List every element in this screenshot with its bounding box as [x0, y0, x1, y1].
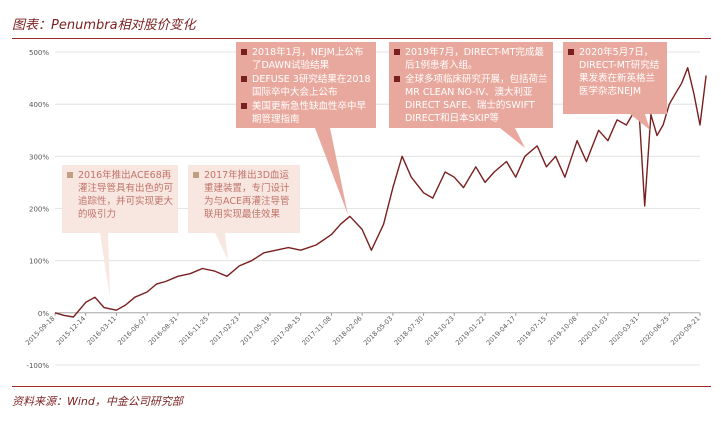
x-tick-label: 2018-05-03: [362, 315, 394, 347]
callout-arrows: [100, 114, 650, 298]
x-tick-label: 2019-07-15: [515, 315, 547, 347]
annotation-2018-item-3: 美国更新急性缺血性卒中早期管理指南: [241, 100, 371, 126]
x-tick-label: 2015-12-14: [55, 315, 87, 347]
y-tick-labels: 500% 400% 300% 200% 100% 0% -100%: [26, 49, 49, 370]
annotation-2019-item-2: 全球多项临床研究开展，包括荷兰MR CLEAN NO-IV、澳大利亚DIRECT…: [394, 73, 548, 125]
x-tick-labels: 2015-09-182015-12-142016-03-112016-06-07…: [24, 312, 701, 347]
source-note: 资料来源：Wind，中金公司研究部: [12, 395, 183, 408]
annotation-2019: 2019年7月，DIRECT-MT完成最后1例患者入组。 全球多项临床研究开展，…: [389, 42, 553, 128]
x-tick-label: 2019-04-17: [485, 315, 517, 347]
annotation-2018-item-2: DEFUSE 3研究结果在2018国际卒中大会上公布: [241, 73, 371, 99]
annotation-2017-item: 2017年推出3D血运重建装置，专门设计为与ACE再灌注导管联用实现最佳效果: [193, 169, 295, 221]
annotation-2017: 2017年推出3D血运重建装置，专门设计为与ACE再灌注导管联用实现最佳效果: [188, 165, 300, 233]
x-tick-label: 2017-02-23: [208, 315, 240, 347]
callout-arrow: [630, 114, 650, 130]
x-tick-label: 2020-03-31: [608, 315, 640, 347]
callout-arrow: [315, 128, 348, 215]
x-tick-label: 2016-11-25: [178, 315, 210, 347]
y-tick-label: 500%: [29, 49, 49, 57]
x-tick-label: 2018-07-30: [393, 315, 425, 347]
x-tick-label: 2019-01-22: [454, 315, 486, 347]
x-tick-label: 2017-05-19: [239, 315, 271, 347]
y-tick-label: 400%: [29, 101, 49, 109]
callout-arrow: [100, 233, 110, 298]
x-tick-label: 2015-09-18: [24, 315, 56, 347]
x-tick-label: 2016-08-31: [147, 315, 179, 347]
x-tick-label: 2020-09-21: [669, 315, 701, 347]
x-tick-label: 2020-06-25: [638, 315, 670, 347]
y-tick-label: 100%: [29, 258, 49, 266]
annotation-2020-item: 2020年5月7日，DIRECT-MT研究结果发表在新英格兰医学杂志NEJM: [568, 46, 662, 98]
chart-title: 图表：Penumbra相对股价变化: [12, 18, 196, 33]
y-tick-label: 200%: [29, 206, 49, 214]
x-tick-label: 2019-10-08: [546, 315, 578, 347]
bottom-rule: [12, 386, 711, 387]
callout-arrow: [500, 128, 525, 148]
callout-arrow: [215, 233, 228, 260]
y-tick-label: 300%: [29, 153, 49, 161]
x-tick-label: 2017-11-08: [300, 315, 332, 347]
top-rule: [12, 38, 711, 39]
x-tick-label: 2018-02-06: [331, 315, 363, 347]
annotation-2019-item-1: 2019年7月，DIRECT-MT完成最后1例患者入组。: [394, 46, 548, 72]
annotation-2016: 2016年推出ACE68再灌注导管具有出色的可追踪性，并可实现更大的吸引力: [62, 165, 178, 233]
x-tick-label: 2017-08-15: [270, 315, 302, 347]
annotation-2016-item: 2016年推出ACE68再灌注导管具有出色的可追踪性，并可实现更大的吸引力: [67, 169, 173, 221]
annotation-2018-item-1: 2018年1月，NEJM上公布了DAWN试验结果: [241, 46, 371, 72]
x-tick-label: 2016-06-07: [116, 315, 148, 347]
annotation-2018: 2018年1月，NEJM上公布了DAWN试验结果 DEFUSE 3研究结果在20…: [236, 42, 376, 128]
x-tick-label: 2016-03-11: [85, 315, 117, 347]
x-tick-label: 2020-01-03: [577, 315, 609, 347]
y-tick-label: -100%: [26, 362, 49, 370]
annotation-2020: 2020年5月7日，DIRECT-MT研究结果发表在新英格兰医学杂志NEJM: [563, 42, 667, 114]
y-tick-label: 0%: [38, 310, 49, 318]
x-tick-label: 2018-10-23: [423, 315, 455, 347]
